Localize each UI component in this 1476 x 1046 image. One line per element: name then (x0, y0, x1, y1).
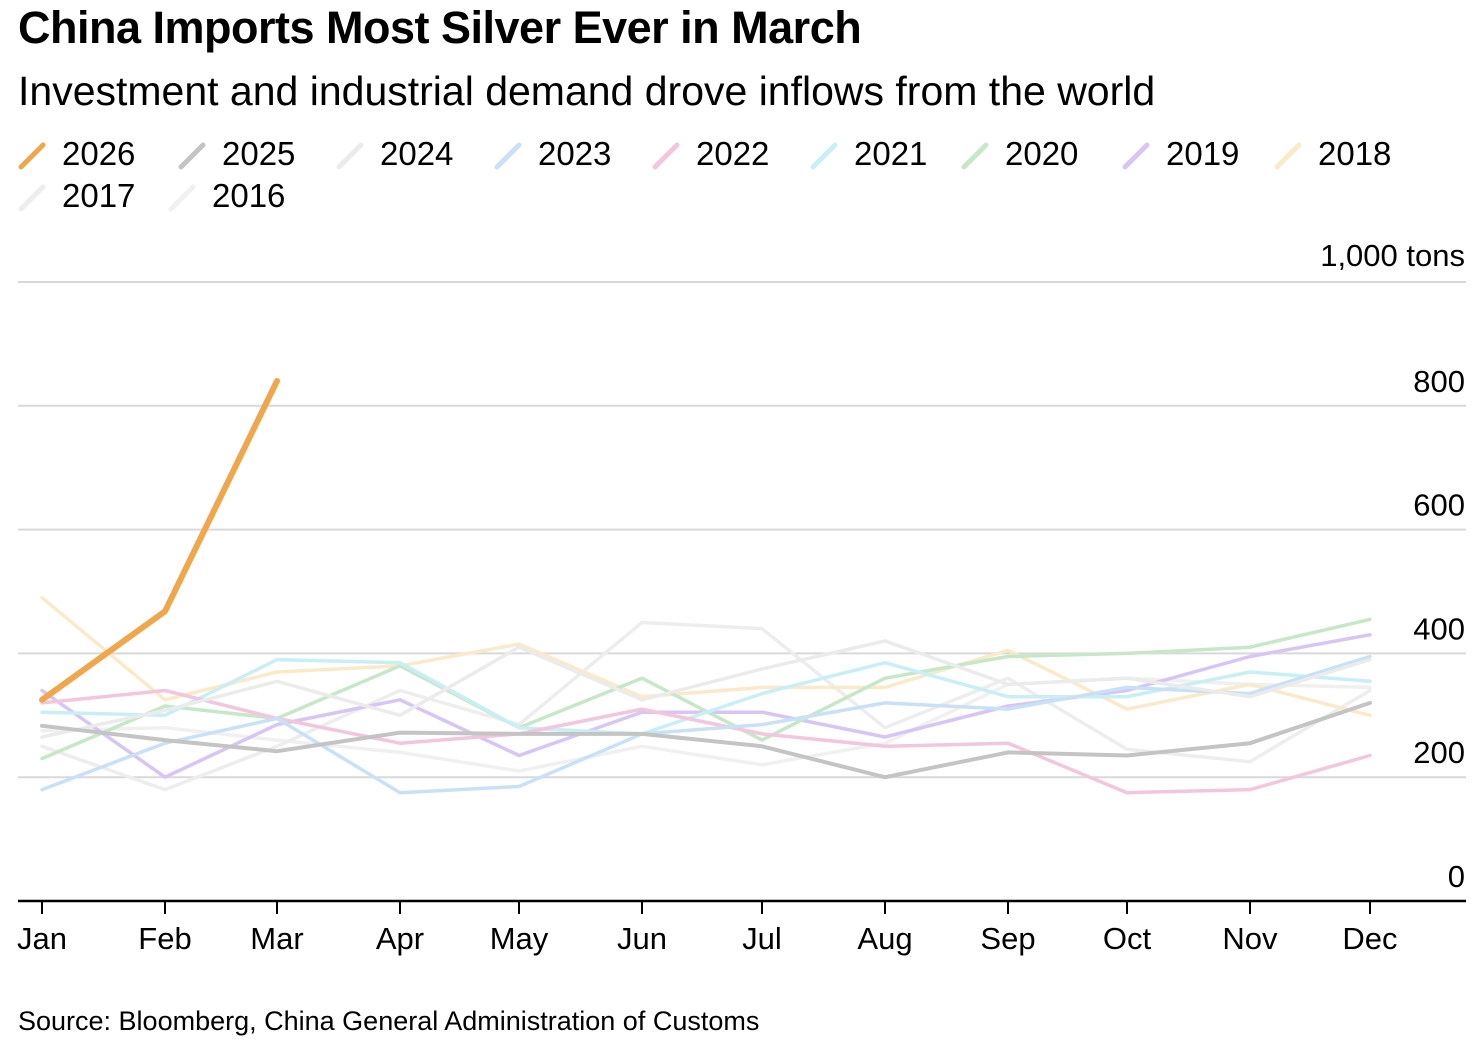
legend-swatch-line (1122, 142, 1150, 170)
legend-swatch (1122, 142, 1150, 170)
legend-swatch-line (18, 184, 46, 212)
series-line-2026 (39, 378, 280, 703)
chart-title: China Imports Most Silver Ever in March (18, 2, 862, 53)
legend-swatch-line (810, 142, 838, 170)
series-line-2017 (40, 620, 1372, 792)
legend-label: 2017 (62, 177, 136, 214)
legend-swatch (168, 184, 196, 212)
series-line-2020 (40, 617, 1372, 761)
x-tick-label: Jul (742, 921, 782, 956)
x-tick-label: Aug (857, 921, 912, 956)
series-line-2018 (40, 595, 1372, 718)
x-tick-label: Oct (1103, 921, 1152, 956)
legend-label: 2021 (854, 135, 928, 172)
x-tick-label: Apr (376, 921, 424, 956)
y-tick-label: 0 (1448, 859, 1465, 894)
x-tick-label: Nov (1222, 921, 1278, 956)
y-tick-label: 800 (1413, 364, 1465, 399)
series-line-2016 (40, 676, 1372, 773)
legend-label: 2020 (1005, 135, 1079, 172)
x-tick-label: May (490, 921, 549, 956)
y-tick-label: 400 (1413, 611, 1465, 646)
legend-label: 2022 (696, 135, 770, 172)
legend-swatch-line (652, 142, 680, 170)
legend-swatch-line (336, 142, 364, 170)
legend-label: 2023 (538, 135, 612, 172)
legend-swatch-line (168, 184, 196, 212)
x-tick-label: Feb (138, 921, 191, 956)
legend-swatch (494, 142, 522, 170)
x-tick-label: Sep (980, 921, 1035, 956)
legend-swatch (336, 142, 364, 170)
legend-swatch-line (494, 142, 522, 170)
chart-subtitle: Investment and industrial demand drove i… (18, 68, 1156, 114)
legend-label: 2024 (380, 135, 454, 172)
legend-swatch (652, 142, 680, 170)
series-line-2023 (40, 654, 1372, 795)
legend-swatch (1274, 142, 1302, 170)
legend-label: 2016 (212, 177, 286, 214)
series-line-2021 (40, 657, 1372, 736)
legend-label: 2019 (1166, 135, 1240, 172)
series-line-2022 (40, 688, 1372, 795)
legend-swatch-line (1274, 142, 1302, 170)
y-tick-label: 200 (1413, 735, 1465, 770)
legend-swatch (178, 142, 206, 170)
legend-swatch-line (961, 142, 989, 170)
x-tick-label: Jun (617, 921, 667, 956)
legend-swatch (810, 142, 838, 170)
legend-label: 2025 (222, 135, 296, 172)
series-line-2025 (40, 700, 1372, 780)
legend-swatch-line (178, 142, 206, 170)
legend-label: 2018 (1318, 135, 1392, 172)
legend-swatch (961, 142, 989, 170)
x-tick-label: Jan (17, 921, 67, 956)
x-tick-label: Mar (250, 921, 303, 956)
legend-swatch (18, 142, 46, 170)
source-note: Source: Bloomberg, China General Adminis… (18, 1006, 760, 1036)
series-line-2024 (40, 639, 1372, 739)
legend-label: 2026 (62, 135, 136, 172)
legend-swatch-line (18, 142, 46, 170)
legend-swatch (18, 184, 46, 212)
x-tick-label: Dec (1342, 921, 1397, 956)
y-tick-label: 600 (1413, 488, 1465, 523)
y-axis-unit-label: 1,000 tons (1320, 238, 1465, 273)
